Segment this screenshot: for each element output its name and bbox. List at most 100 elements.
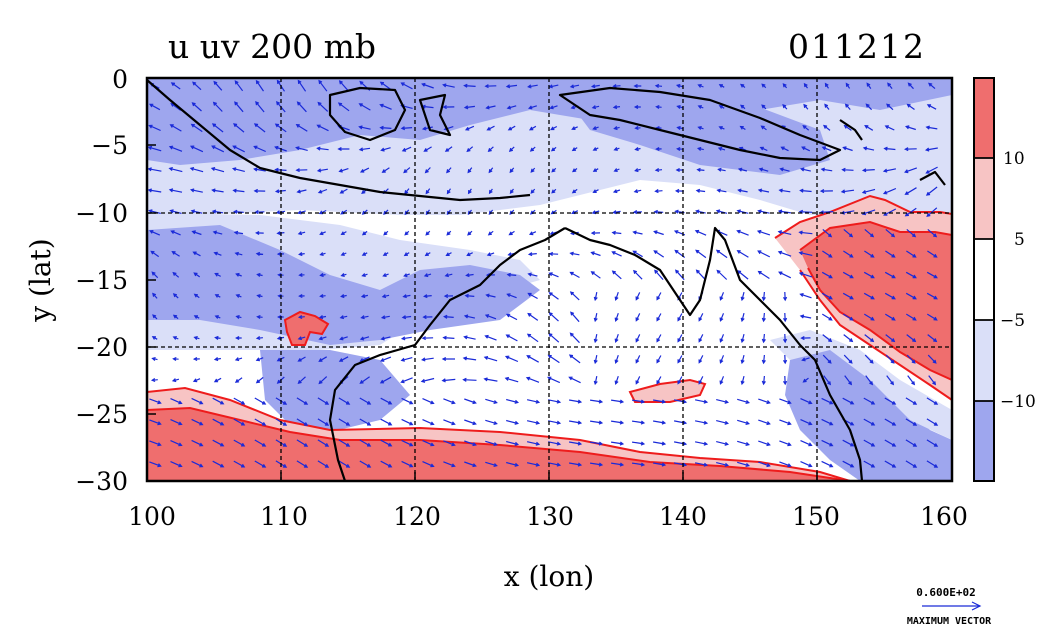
wind-vector bbox=[886, 375, 895, 386]
wind-vector bbox=[484, 84, 497, 89]
wind-vector bbox=[441, 378, 456, 383]
wind-vector bbox=[151, 271, 159, 279]
wind-vector bbox=[927, 354, 937, 364]
wind-vector bbox=[317, 460, 330, 468]
wind-vector bbox=[150, 250, 160, 258]
wind-vector bbox=[633, 83, 642, 89]
colorbar-level-weak-negative bbox=[974, 320, 994, 401]
wind-vector bbox=[803, 82, 808, 89]
wind-vector bbox=[295, 124, 308, 132]
wind-vector bbox=[593, 291, 598, 302]
wind-vector bbox=[319, 294, 326, 299]
wind-vector bbox=[339, 315, 348, 320]
wind-vector bbox=[590, 420, 604, 425]
wind-vector bbox=[676, 146, 683, 152]
wind-vector bbox=[592, 168, 599, 172]
wind-vector bbox=[441, 356, 455, 362]
wind-vector bbox=[611, 420, 625, 425]
wind-vector bbox=[614, 376, 619, 385]
wind-vector bbox=[254, 209, 265, 215]
wind-vector bbox=[149, 440, 162, 447]
weak-negative-region-east bbox=[770, 330, 952, 440]
positive-blob-west bbox=[285, 312, 328, 345]
wind-vector bbox=[716, 420, 729, 425]
wind-vector bbox=[508, 230, 515, 236]
wind-vector bbox=[213, 357, 222, 362]
wind-vector bbox=[172, 336, 179, 340]
wind-vector bbox=[572, 168, 578, 173]
wind-vector bbox=[422, 419, 435, 426]
wind-vector bbox=[718, 126, 725, 130]
wind-vector bbox=[443, 461, 456, 468]
wind-vector bbox=[590, 399, 604, 404]
wind-vector bbox=[149, 419, 162, 426]
wind-vector bbox=[759, 146, 768, 152]
wind-vector bbox=[547, 354, 560, 364]
wind-vector bbox=[905, 313, 917, 321]
wind-vector bbox=[318, 315, 327, 320]
wind-vector bbox=[424, 167, 431, 174]
wind-vector bbox=[905, 418, 918, 426]
wind-vector bbox=[425, 188, 431, 195]
wind-vector bbox=[212, 101, 223, 112]
wind-vector bbox=[863, 292, 875, 300]
wind-vector bbox=[799, 314, 812, 319]
wind-vector bbox=[611, 251, 622, 257]
wind-vector bbox=[317, 418, 330, 426]
wind-vector bbox=[716, 441, 729, 446]
wind-vector bbox=[716, 188, 727, 193]
wind-vector bbox=[570, 311, 580, 323]
wind-vector bbox=[530, 167, 536, 173]
wind-vector bbox=[168, 167, 183, 173]
wind-vector bbox=[358, 125, 371, 130]
wind-vector bbox=[442, 104, 455, 110]
wind-vector bbox=[526, 399, 541, 404]
colorbar-level-strong-negative bbox=[974, 401, 994, 481]
x-tick-100: 100 bbox=[128, 502, 176, 531]
wind-vector bbox=[654, 189, 663, 194]
wind-vector bbox=[425, 230, 431, 236]
wind-vector bbox=[233, 209, 244, 214]
wind-vector bbox=[466, 252, 473, 257]
wind-vector bbox=[191, 102, 202, 112]
wind-vector bbox=[253, 145, 266, 153]
wind-vector bbox=[508, 146, 515, 152]
wind-vector bbox=[151, 357, 158, 362]
wind-vector bbox=[487, 146, 494, 153]
wind-vector bbox=[653, 209, 664, 214]
wind-vector bbox=[359, 336, 370, 341]
wind-vector bbox=[529, 146, 536, 152]
wind-vector bbox=[547, 441, 562, 446]
wind-vector bbox=[884, 125, 895, 131]
wind-vector bbox=[255, 230, 264, 236]
wind-vector bbox=[507, 125, 516, 131]
wind-vector bbox=[904, 207, 917, 217]
wind-vector bbox=[169, 124, 182, 132]
wind-vector bbox=[926, 418, 939, 426]
wind-vector bbox=[549, 105, 558, 110]
wind-vector bbox=[905, 439, 918, 447]
wind-vector bbox=[863, 460, 876, 468]
wind-vector bbox=[822, 250, 833, 258]
wind-vector bbox=[862, 146, 875, 151]
wind-vector bbox=[864, 334, 875, 343]
wind-vector bbox=[694, 462, 709, 467]
wind-vector bbox=[675, 167, 684, 173]
wind-vector bbox=[593, 333, 598, 344]
wind-vector bbox=[782, 103, 788, 110]
wind-vector bbox=[824, 82, 830, 89]
wind-vector bbox=[360, 294, 369, 299]
wind-vector bbox=[844, 103, 851, 110]
wind-vector bbox=[317, 397, 330, 405]
wind-vector bbox=[488, 188, 493, 195]
wind-vector bbox=[170, 419, 183, 426]
wind-vector bbox=[484, 314, 497, 320]
wind-vector bbox=[171, 251, 180, 257]
wind-vector bbox=[340, 294, 347, 299]
wind-vector bbox=[171, 378, 180, 383]
wind-vector bbox=[924, 147, 938, 152]
wind-vector bbox=[192, 251, 201, 257]
wind-vector bbox=[821, 146, 832, 152]
wind-vector bbox=[297, 356, 306, 362]
wind-vector bbox=[168, 188, 183, 193]
